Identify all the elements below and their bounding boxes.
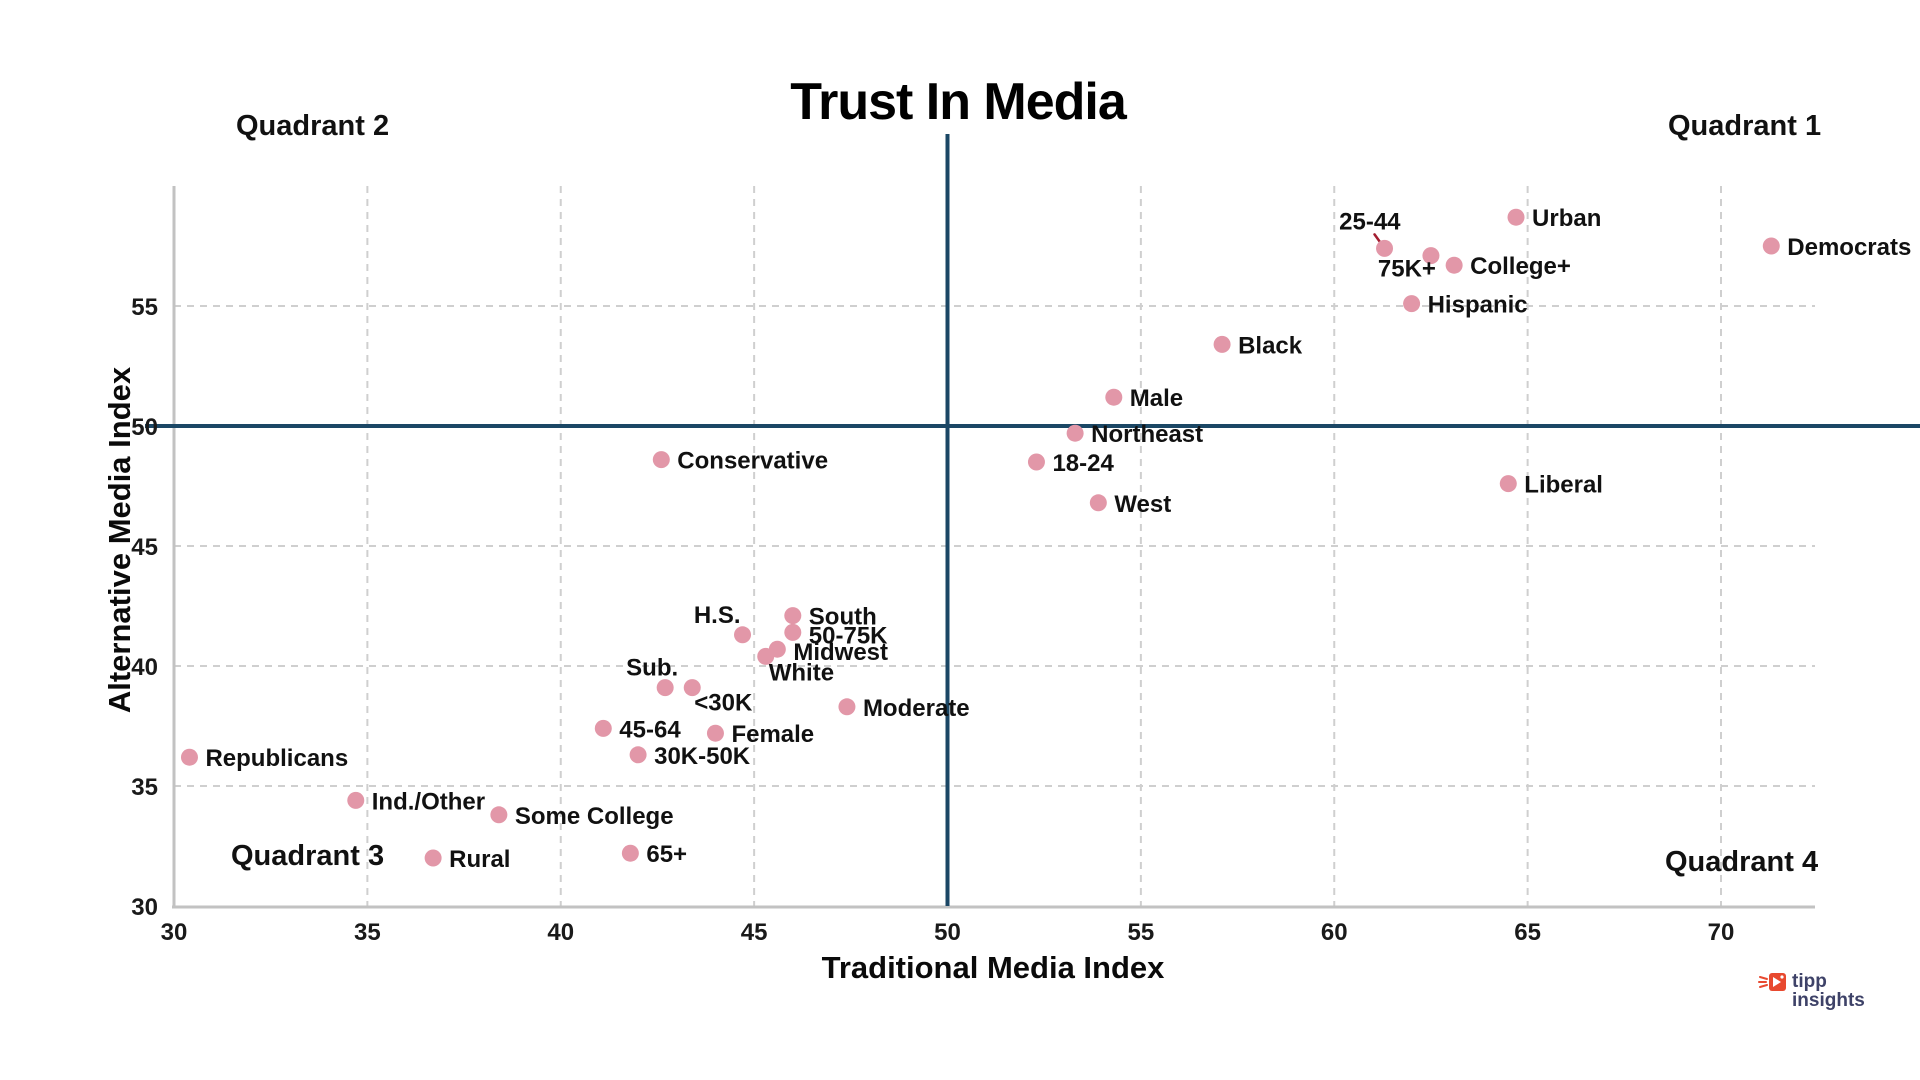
- data-point: [656, 679, 674, 697]
- data-point-label: South: [809, 604, 877, 631]
- data-point: [629, 746, 647, 764]
- x-tick-label: 55: [1128, 919, 1155, 946]
- data-point-label: Female: [731, 721, 814, 748]
- data-point-label: Some College: [515, 803, 674, 830]
- data-point: [1089, 494, 1107, 512]
- quadrant-4-label: Quadrant 4: [1665, 846, 1819, 878]
- data-point: [1499, 475, 1517, 493]
- data-point-label: Midwest: [793, 639, 888, 666]
- data-point: [1422, 247, 1440, 265]
- tipp-insights-logo: tipp insights: [1758, 972, 1865, 1010]
- data-point-label: West: [1114, 491, 1171, 518]
- y-tick-label: 40: [131, 654, 158, 681]
- data-point-label: Black: [1238, 332, 1303, 359]
- data-point: [838, 698, 856, 716]
- quadrant-3-label: Quadrant 3: [231, 840, 385, 872]
- data-point-label: College+: [1470, 253, 1571, 280]
- y-tick-label: 30: [131, 894, 158, 921]
- x-tick-label: 35: [354, 919, 381, 946]
- y-tick-label: 55: [131, 294, 158, 321]
- x-tick-label: 50: [934, 919, 961, 946]
- data-point: [1762, 237, 1780, 255]
- data-point: [490, 806, 508, 824]
- data-point: [734, 626, 752, 644]
- y-tick-label: 45: [131, 534, 158, 561]
- data-point-label: 30K-50K: [654, 743, 751, 770]
- data-point-label: 45-64: [619, 716, 681, 743]
- data-point-label: Moderate: [863, 695, 970, 722]
- x-tick-label: 30: [161, 919, 188, 946]
- y-axis-title: Alternative Media Index: [102, 366, 137, 714]
- data-point: [1376, 239, 1394, 257]
- data-point: [347, 791, 365, 809]
- data-point: [1507, 208, 1525, 226]
- data-point-label: Rural: [449, 846, 510, 873]
- data-point-label: Democrats: [1787, 234, 1911, 261]
- data-point-label: Sub.: [626, 655, 678, 682]
- y-tick-label: 50: [131, 414, 158, 441]
- data-point: [594, 719, 612, 737]
- logo-word-tipp: tipp: [1792, 971, 1827, 992]
- data-point-label: Male: [1130, 385, 1183, 412]
- data-point-label: H.S.: [694, 602, 741, 629]
- data-point: [1027, 453, 1045, 471]
- data-point: [180, 748, 198, 766]
- data-point-label: 25-44: [1339, 208, 1401, 235]
- data-point-label: 50-75K: [809, 622, 888, 649]
- data-point-label: 18-24: [1052, 450, 1114, 477]
- data-point: [1066, 424, 1084, 442]
- x-tick-label: 65: [1514, 919, 1541, 946]
- x-axis-title: Traditional Media Index: [821, 950, 1165, 985]
- data-point-label: <30K: [694, 690, 753, 717]
- data-point-label: Northeast: [1091, 421, 1203, 448]
- data-point-label: Republicans: [205, 745, 348, 772]
- data-point-label: 75K+: [1378, 256, 1436, 283]
- tipp-insights-logo-icon: [1758, 973, 1786, 991]
- x-tick-label: 70: [1708, 919, 1735, 946]
- data-point-label: Conservative: [677, 448, 828, 475]
- data-point: [424, 849, 442, 867]
- data-point-label: Hispanic: [1428, 292, 1528, 319]
- data-point-label: 65+: [646, 841, 687, 868]
- x-tick-label: 45: [741, 919, 768, 946]
- data-point: [621, 844, 639, 862]
- quadrant-1-label: Quadrant 1: [1668, 110, 1822, 142]
- quadrant-2-label: Quadrant 2: [236, 110, 390, 142]
- page-title: Trust In Media: [790, 73, 1127, 131]
- data-point: [683, 679, 701, 697]
- data-point: [784, 623, 802, 641]
- data-point-label: Urban: [1532, 205, 1601, 232]
- logo-word-insights: insights: [1792, 990, 1865, 1011]
- x-tick-label: 60: [1321, 919, 1348, 946]
- data-point: [757, 647, 775, 665]
- data-point-label: White: [769, 659, 834, 686]
- data-point: [652, 451, 670, 469]
- data-point: [1105, 388, 1123, 406]
- data-point-label: Ind./Other: [372, 788, 485, 815]
- data-point: [1403, 295, 1421, 313]
- label-pointer-mark: [1373, 233, 1381, 243]
- data-point: [1445, 256, 1463, 274]
- data-point-label: Liberal: [1524, 472, 1603, 499]
- data-point: [1213, 335, 1231, 353]
- data-point: [706, 724, 724, 742]
- y-tick-label: 35: [131, 774, 158, 801]
- data-point: [784, 607, 802, 625]
- x-tick-label: 40: [547, 919, 574, 946]
